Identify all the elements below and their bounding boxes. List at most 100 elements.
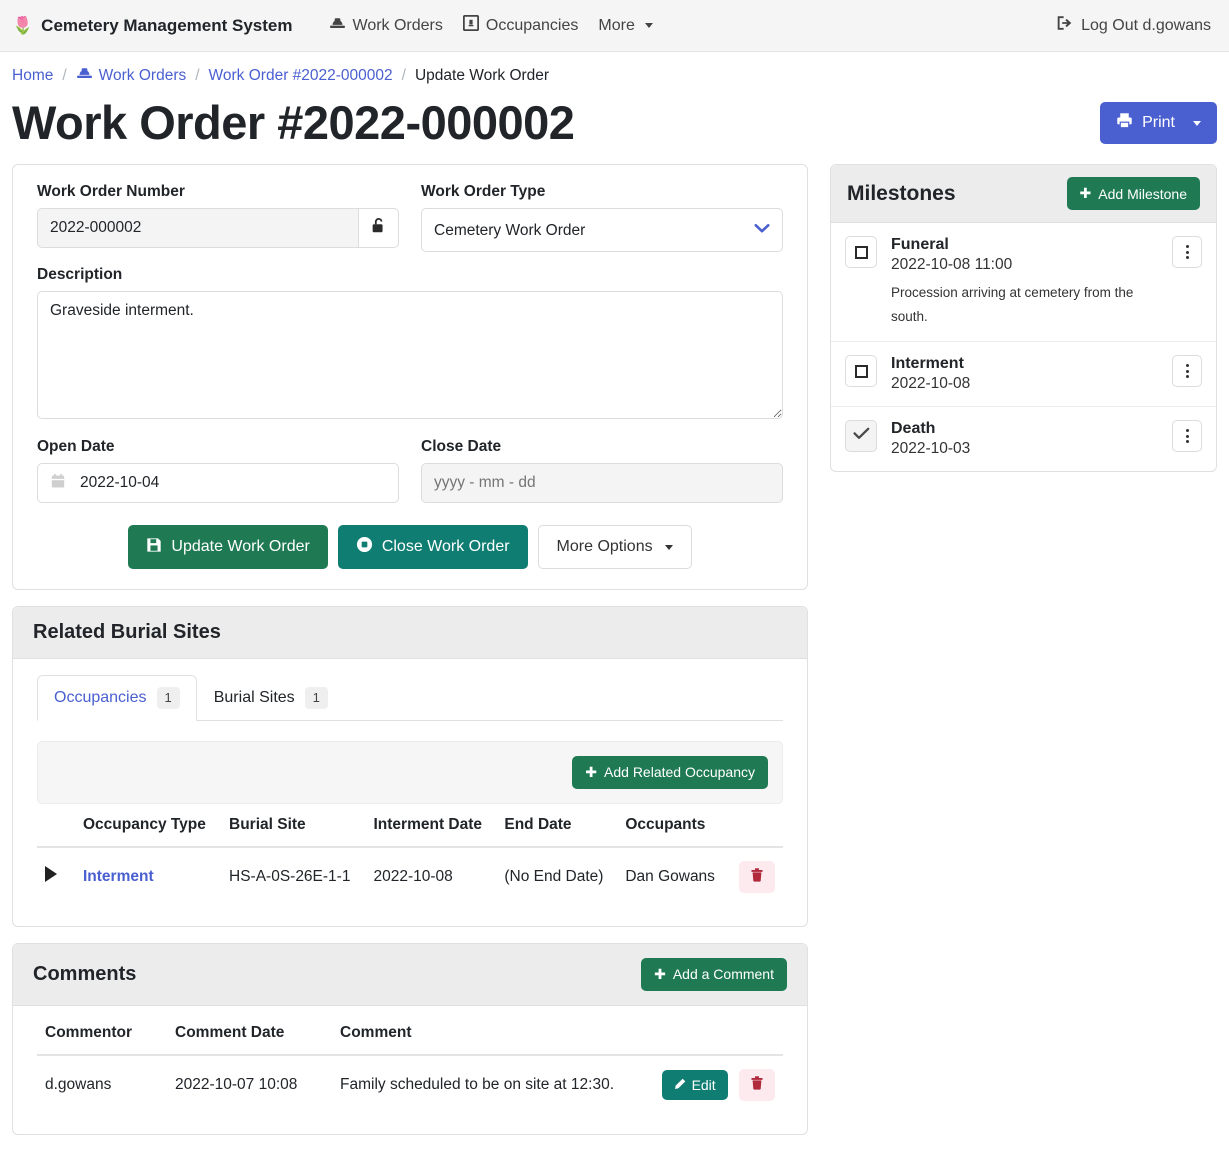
expand-triangle-icon[interactable] (45, 866, 57, 883)
top-navbar: 🌷 Cemetery Management System Work Orders… (0, 0, 1229, 52)
save-icon (146, 537, 162, 558)
table-row: d.gowans 2022-10-07 10:08 Family schedul… (37, 1055, 783, 1114)
milestone-menu-button-death[interactable] (1172, 420, 1202, 453)
update-work-order-button[interactable]: Update Work Order (128, 525, 328, 570)
more-options-label: More Options (556, 538, 653, 556)
add-milestone-button[interactable]: ✚ Add Milestone (1066, 177, 1200, 211)
add-comment-label: Add a Comment (672, 966, 774, 983)
milestone-date: 2022-10-08 11:00 (891, 256, 1013, 274)
breadcrumb: Home / Work Orders / Work Order #2022-00… (0, 52, 1229, 90)
comments-col-comment-date: Comment Date (167, 1011, 332, 1056)
close-work-order-label: Close Work Order (381, 538, 510, 556)
tab-burial-sites[interactable]: Burial Sites 1 (197, 675, 345, 721)
field-open-date: Open Date (37, 438, 399, 504)
delete-comment-button[interactable] (739, 1068, 775, 1101)
occupancy-interment-date-cell: 2022-10-08 (373, 867, 453, 885)
comments-body: Commentor Comment Date Comment d.gowans … (13, 1006, 807, 1134)
nav-item-work-orders-label: Work Orders (352, 16, 443, 34)
print-button[interactable]: Print (1100, 102, 1217, 145)
work-order-type-select-wrap: Cemetery Work Order (421, 208, 783, 253)
trash-icon (751, 868, 763, 885)
milestones-header: Milestones ✚ Add Milestone (831, 165, 1216, 224)
close-work-order-button[interactable]: Close Work Order (337, 525, 528, 570)
side-column: Milestones ✚ Add Milestone Funeral 2022-… (830, 164, 1217, 488)
checkmark-icon (852, 427, 870, 445)
circle-stop-icon (356, 536, 373, 558)
work-order-type-label: Work Order Type (421, 183, 546, 201)
related-burial-sites-body: Occupancies 1 Burial Sites 1 ✚ Add Relat… (13, 659, 807, 926)
work-order-number-input[interactable] (37, 208, 359, 249)
occupancy-type-link[interactable]: Interment (83, 867, 154, 885)
work-order-type-select[interactable]: Cemetery Work Order (421, 208, 783, 253)
tab-occupancies[interactable]: Occupancies 1 (37, 675, 197, 721)
milestone-item-funeral: Funeral 2022-10-08 11:00 Procession arri… (831, 223, 1216, 343)
milestone-checkbox-death[interactable] (845, 420, 877, 453)
comments-col-commentor: Commentor (37, 1011, 167, 1056)
breadcrumb-item-current: Update Work Order (414, 67, 550, 84)
related-burial-sites-header: Related Burial Sites (13, 607, 807, 660)
comment-date-cell: 2022-10-07 10:08 (175, 1075, 298, 1093)
occupancies-table-head: Occupancy Type Burial Site Interment Dat… (37, 803, 783, 848)
occupancies-col-occupants: Occupants (617, 803, 729, 848)
nav-item-more-label: More (598, 16, 635, 34)
milestone-menu-button-interment[interactable] (1172, 355, 1202, 388)
open-date-input[interactable] (37, 463, 399, 504)
nav-item-occupancies-label: Occupancies (485, 16, 579, 34)
breadcrumb-item-home[interactable]: Home (12, 67, 54, 84)
milestone-title: Death (891, 420, 936, 438)
related-burial-sites-card: Related Burial Sites Occupancies 1 Buria… (12, 606, 808, 927)
occupancy-expand-cell (37, 847, 75, 906)
nav-item-work-orders[interactable]: Work Orders (319, 10, 453, 42)
edit-comment-button[interactable]: Edit (661, 1070, 728, 1101)
plus-icon: ✚ (585, 763, 598, 780)
main-column: Work Order Number (12, 164, 808, 1151)
nav-item-occupancies[interactable]: Occupancies (453, 9, 589, 42)
hard-hat-icon (329, 16, 346, 36)
milestone-date: 2022-10-03 (891, 440, 971, 458)
milestone-menu-button-funeral[interactable] (1172, 236, 1202, 269)
tab-burial-sites-count: 1 (304, 687, 328, 709)
chevron-down-icon (644, 23, 653, 28)
checkbox-empty-icon (854, 364, 868, 378)
add-comment-button[interactable]: ✚ Add a Comment (641, 957, 787, 991)
breadcrumb-item-work-order[interactable]: Work Order #2022-000002 (208, 67, 393, 84)
milestone-body-interment: Interment 2022-10-08 (891, 355, 1158, 393)
milestone-item-death: Death 2022-10-03 (831, 407, 1216, 471)
milestone-title: Interment (891, 355, 964, 373)
milestone-checkbox-interment[interactable] (845, 355, 877, 388)
open-date-wrap (37, 463, 399, 504)
milestones-title: Milestones (847, 181, 956, 205)
plus-icon: ✚ (1079, 185, 1092, 202)
breadcrumb-item-work-orders[interactable]: Work Orders (76, 66, 186, 86)
brand-link[interactable]: 🌷 Cemetery Management System (12, 16, 293, 36)
nav-item-more[interactable]: More (588, 11, 662, 41)
close-date-label: Close Date (421, 438, 502, 456)
close-date-input[interactable] (421, 463, 783, 504)
tab-burial-sites-label: Burial Sites (213, 688, 295, 706)
field-work-order-type: Work Order Type Cemetery Work Order (421, 183, 783, 253)
occupancy-actions-cell (728, 847, 783, 906)
chevron-down-icon (1193, 120, 1201, 126)
add-milestone-label: Add Milestone (1098, 185, 1187, 202)
comment-actions-cell: Edit (644, 1055, 783, 1114)
milestone-checkbox-funeral[interactable] (845, 236, 877, 269)
form-row-number-type: Work Order Number (37, 183, 783, 253)
plus-icon: ✚ (654, 965, 666, 982)
edit-comment-label: Edit (691, 1077, 716, 1094)
update-work-order-label: Update Work Order (171, 538, 310, 556)
description-textarea[interactable]: Graveside interment. (37, 291, 783, 420)
unlock-button[interactable] (358, 208, 399, 249)
more-options-button[interactable]: More Options (537, 525, 692, 570)
logout-link[interactable]: Log Out d.gowans (1056, 15, 1217, 36)
add-related-occupancy-button[interactable]: ✚ Add Related Occupancy (572, 755, 768, 789)
related-burial-sites-tabs: Occupancies 1 Burial Sites 1 (37, 675, 783, 721)
vertical-dots-icon (1185, 429, 1189, 444)
milestone-title: Funeral (891, 236, 949, 254)
milestone-body-funeral: Funeral 2022-10-08 11:00 Procession arri… (891, 236, 1158, 328)
work-order-number-group (37, 208, 399, 249)
comments-col-comment: Comment (332, 1011, 644, 1056)
print-button-label: Print (1142, 114, 1175, 132)
related-burial-sites-title: Related Burial Sites (33, 621, 221, 644)
delete-occupancy-button[interactable] (739, 860, 775, 893)
work-order-number-label: Work Order Number (37, 183, 185, 201)
